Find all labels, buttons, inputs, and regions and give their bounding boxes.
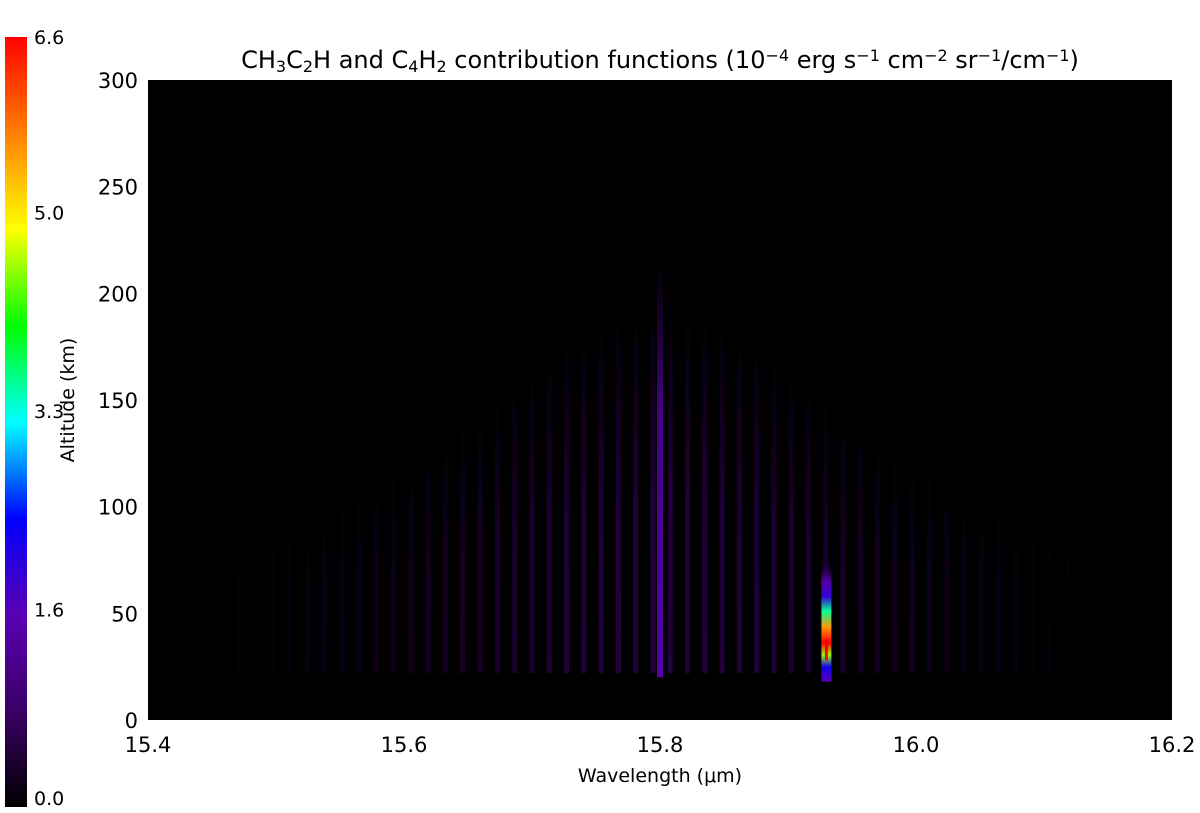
x-tick-label: 16.2: [1149, 733, 1196, 757]
band-line: [598, 308, 604, 674]
chart-title: CH3C2H and C4H2 contribution functions (…: [241, 46, 1079, 77]
band-line: [1082, 482, 1088, 674]
band-line: [529, 355, 535, 674]
colorbar-tick-label: 6.6: [34, 27, 64, 49]
y-tick-label: 50: [111, 602, 138, 626]
colorbar-tick-label: 3.3: [34, 401, 64, 423]
y-tick-label: 150: [98, 389, 138, 413]
band-line: [304, 475, 310, 674]
band-line: [391, 449, 397, 674]
colorbar: [5, 37, 27, 807]
band-line: [615, 301, 621, 674]
band-line: [1117, 484, 1123, 674]
band-line: [581, 318, 587, 674]
band-line: [788, 357, 794, 674]
band-line: [771, 344, 777, 674]
x-tick-label: 15.8: [637, 733, 684, 757]
band-line: [996, 472, 1002, 674]
y-tick-label: 250: [98, 176, 138, 200]
x-tick-label: 15.6: [381, 733, 428, 757]
y-tick-label: 300: [98, 69, 138, 93]
colorbar-ticks: 0.0 1.6 3.3 5.0 6.6: [34, 27, 64, 810]
band-line: [1030, 478, 1036, 674]
feature-c4h2: [821, 560, 832, 682]
band-line: [978, 468, 984, 674]
band-line: [840, 398, 846, 674]
band-line: [736, 320, 742, 674]
band-line: [235, 482, 241, 674]
colorbar-tick-label: 5.0: [34, 203, 64, 225]
y-tick-label: 100: [98, 496, 138, 520]
band-line: [823, 385, 829, 674]
x-tick-label: 15.4: [125, 733, 172, 757]
band-line: [1134, 484, 1140, 674]
band-line: [875, 423, 881, 674]
band-line: [633, 296, 639, 674]
band-line: [564, 329, 570, 674]
band-line: [201, 483, 207, 674]
band-line: [926, 451, 932, 674]
band-line: [408, 441, 414, 674]
colorbar-tick-label: 0.0: [34, 788, 64, 810]
y-axis-label: Altitude (km): [57, 338, 79, 463]
band-line: [546, 341, 552, 674]
band-line: [443, 421, 449, 674]
feature-ch3c2h: [657, 261, 663, 678]
y-axis-ticks: 0 50 100 150 200 250 300: [98, 69, 138, 733]
band-line: [356, 463, 362, 674]
band-line: [892, 433, 898, 674]
band-line: [1047, 480, 1053, 674]
band-line: [425, 431, 431, 674]
x-axis-label: Wavelength (μm): [578, 765, 742, 787]
band-line: [754, 331, 760, 674]
band-line: [1013, 475, 1019, 674]
band-line: [270, 479, 276, 674]
lower-layer: [148, 677, 1172, 720]
band-line: [909, 443, 915, 674]
feature-c4h2-peak: [824, 638, 828, 661]
band-line: [944, 458, 950, 674]
band-line: [373, 457, 379, 674]
band-line: [494, 383, 500, 674]
band-line: [339, 468, 345, 674]
band-line: [1065, 481, 1071, 674]
band-line: [702, 302, 708, 674]
x-axis-ticks: 15.4 15.6 15.8 16.0 16.2: [125, 733, 1196, 757]
y-tick-label: 200: [98, 282, 138, 306]
band-line: [512, 369, 518, 674]
emission-features: [657, 261, 832, 682]
band-line: [183, 484, 189, 674]
band-line: [218, 483, 224, 674]
band-line: [253, 481, 259, 674]
band-line: [667, 293, 673, 674]
band-line: [1099, 483, 1105, 674]
emission-bands: [148, 293, 1172, 720]
band-line: [287, 477, 293, 674]
band-line: [460, 409, 466, 674]
band-line: [857, 411, 863, 674]
band-line: [961, 464, 967, 674]
band-line: [322, 472, 328, 674]
colorbar-tick-label: 1.6: [34, 599, 64, 621]
band-line: [650, 293, 656, 674]
y-tick-label: 0: [125, 709, 138, 733]
band-line: [805, 371, 811, 674]
band-line: [477, 396, 483, 674]
band-line: [719, 310, 725, 674]
band-line: [685, 296, 691, 674]
x-tick-label: 16.0: [893, 733, 940, 757]
